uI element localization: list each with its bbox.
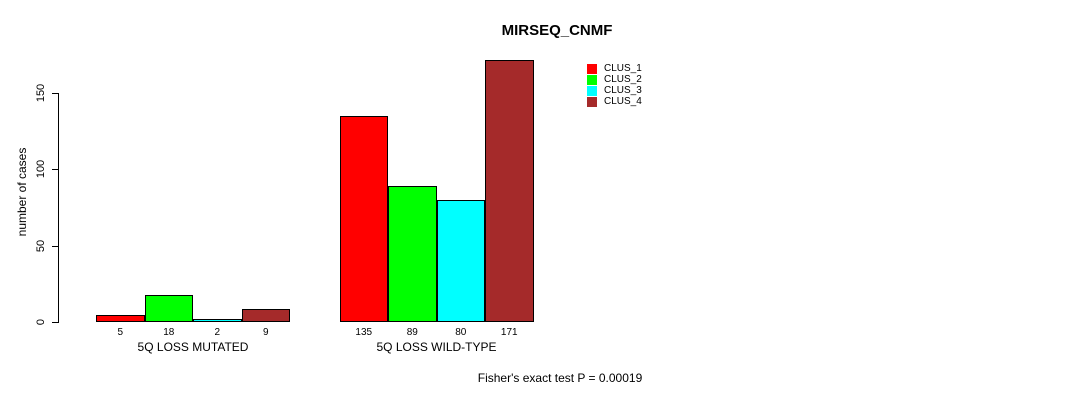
legend-swatch-icon xyxy=(587,85,597,96)
bar-value-label: 5 xyxy=(117,327,124,338)
bar-clus_1-wildtype xyxy=(339,115,388,323)
bar-value-label: 9 xyxy=(262,327,269,338)
legend-label: CLUS_2 xyxy=(604,74,642,85)
y-tick-mark xyxy=(52,322,59,324)
legend-row: CLUS_2 xyxy=(587,74,642,85)
fisher-test-annotation: Fisher's exact test P = 0.00019 xyxy=(477,371,643,385)
y-tick-label: 0 xyxy=(35,319,47,326)
chart-title: MIRSEQ_CNMF xyxy=(501,22,613,39)
legend-label: CLUS_4 xyxy=(604,96,642,107)
legend-swatch-icon xyxy=(587,96,597,107)
x-category-label: 5Q LOSS MUTATED xyxy=(137,340,249,354)
bar-clus_3-mutated xyxy=(193,319,242,323)
legend: CLUS_1 CLUS_2 CLUS_3 CLUS_4 xyxy=(587,63,642,107)
y-tick-mark xyxy=(52,245,59,247)
bar-clus_2-mutated xyxy=(144,294,193,323)
bar-clus_4-wildtype xyxy=(485,60,534,323)
y-tick-label: 100 xyxy=(35,159,47,179)
y-tick-label: 150 xyxy=(35,83,47,102)
legend-row: CLUS_1 xyxy=(587,63,642,74)
bar-clus_2-wildtype xyxy=(388,186,437,323)
legend-label: CLUS_1 xyxy=(604,63,642,74)
y-tick-label: 50 xyxy=(35,239,47,252)
bar-clus_4-mutated xyxy=(241,308,290,323)
legend-row: CLUS_4 xyxy=(587,96,642,107)
legend-swatch-icon xyxy=(587,74,597,85)
legend-swatch-icon xyxy=(587,63,597,74)
x-category-label: 5Q LOSS WILD-TYPE xyxy=(376,340,497,354)
bar-value-label: 89 xyxy=(406,327,418,338)
y-axis-label: number of cases xyxy=(15,147,29,237)
legend-row: CLUS_3 xyxy=(587,85,642,96)
bar-value-label: 135 xyxy=(355,327,373,338)
bar-value-label: 18 xyxy=(163,327,175,338)
y-axis-line xyxy=(58,92,59,324)
bar-clus_1-mutated xyxy=(96,314,145,323)
y-tick-mark xyxy=(52,169,59,171)
bar-value-label: 2 xyxy=(214,327,221,338)
y-tick-mark xyxy=(52,92,59,94)
legend-label: CLUS_3 xyxy=(604,85,642,96)
bar-value-label: 171 xyxy=(500,327,518,338)
bar-value-label: 80 xyxy=(455,327,467,338)
bar-clus_3-wildtype xyxy=(436,199,485,323)
